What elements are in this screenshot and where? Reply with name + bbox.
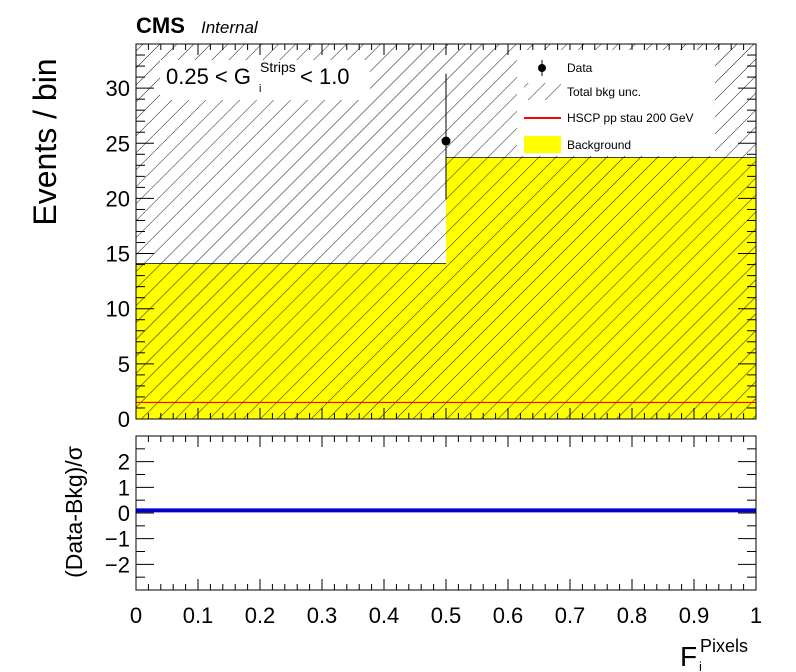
x-tick-label-2: 0.2 (245, 603, 276, 628)
x-tick-label-9: 0.9 (679, 603, 710, 628)
legend-entry-signal: HSCP pp stau 200 GeV (524, 111, 694, 125)
top-y-tick-label-3: 15 (106, 242, 130, 267)
legend-entry-unc: Total bkg unc. (524, 83, 641, 100)
top-y-tick-label-6: 30 (106, 76, 130, 101)
x-axis-label-sub: i (699, 659, 702, 672)
experiment-label: CMS (136, 13, 185, 38)
legend: Data Total bkg unc. HSCP pp stau 200 GeV… (517, 50, 715, 156)
data-point-0 (441, 136, 451, 146)
x-tick-label-1: 0.1 (183, 603, 214, 628)
bottom-y-tick-label-0: −2 (105, 552, 130, 577)
x-tick-label-4: 0.4 (369, 603, 400, 628)
bottom-frame (135, 435, 757, 591)
bottom-y-tick-label-2: 0 (118, 501, 130, 526)
top-y-axis-label: Events / bin (27, 58, 63, 225)
legend-label-signal: HSCP pp stau 200 GeV (567, 111, 694, 125)
selection-sub: i (259, 83, 261, 95)
selection-prefix: 0.25 < G (166, 64, 251, 89)
selection-suffix: < 1.0 (300, 64, 350, 89)
x-tick-label-7: 0.7 (555, 603, 586, 628)
x-tick-label-6: 0.6 (493, 603, 524, 628)
x-axis-label-sup: Pixels (700, 636, 748, 656)
top-y-tick-label-2: 10 (106, 297, 130, 322)
selection-sup: Strips (260, 59, 296, 75)
selection-annotation: 0.25 < G Strips i < 1.0 (160, 59, 370, 100)
x-axis-label-base: F (680, 641, 697, 672)
status-label: Internal (201, 18, 259, 37)
bottom-y-axis-label: (Data-Bkg)/σ (61, 446, 87, 578)
top-y-axis: 0 5 10 15 20 25 30 (106, 43, 756, 432)
top-y-tick-label-0: 0 (118, 407, 130, 432)
bottom-y-tick-label-4: 2 (118, 450, 130, 475)
legend-label-unc: Total bkg unc. (567, 85, 641, 99)
x-tick-label-5: 0.5 (431, 603, 462, 628)
x-tick-label-10: 1 (750, 603, 762, 628)
legend-entry-background: Background (524, 136, 631, 153)
legend-label-data: Data (567, 61, 593, 75)
x-axis: 0 0.1 0.2 0.3 0.4 0.5 0.6 0.7 0.8 0.9 1 (130, 436, 762, 628)
x-tick-label-3: 0.3 (307, 603, 338, 628)
legend-entry-data: Data (538, 60, 593, 76)
bottom-y-tick-label-3: 1 (118, 475, 130, 500)
uncertainty-band-0 (136, 44, 446, 419)
legend-label-background: Background (567, 138, 631, 152)
bottom-y-tick-label-1: −1 (105, 527, 130, 552)
top-y-tick-label-4: 20 (106, 186, 130, 211)
x-tick-label-0: 0 (130, 603, 142, 628)
x-axis-label: F Pixels i (680, 636, 748, 672)
top-y-tick-label-1: 5 (118, 352, 130, 377)
top-y-tick-label-5: 25 (106, 131, 130, 156)
x-tick-label-8: 0.8 (617, 603, 648, 628)
